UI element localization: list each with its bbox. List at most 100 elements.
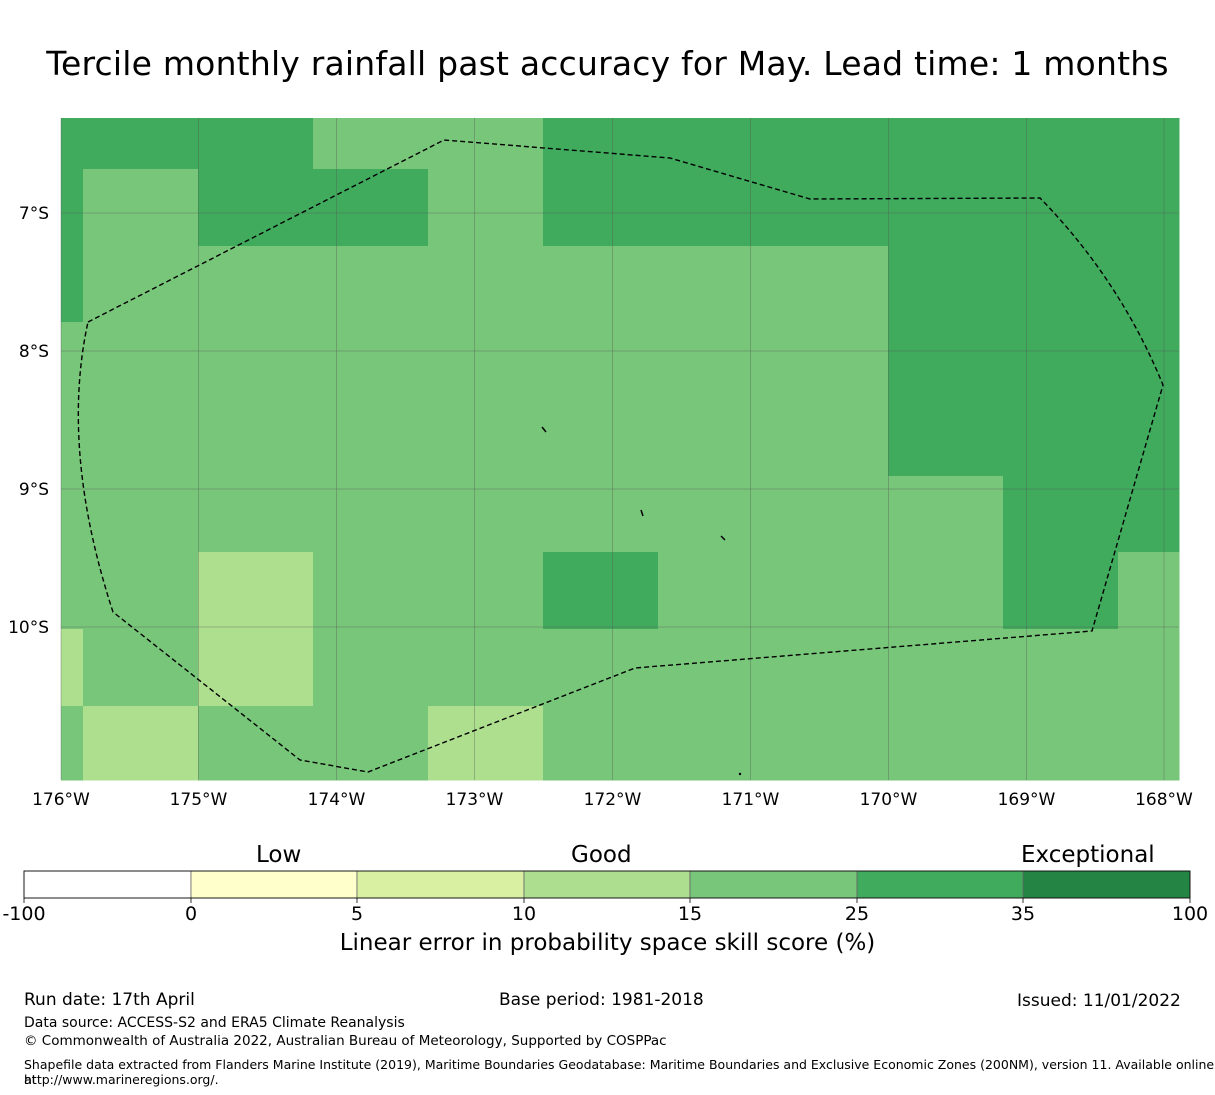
lat-tick-label: 9°S [19, 480, 49, 500]
run-date: Run date: 17th April [24, 990, 195, 1010]
graticule [60, 118, 1179, 780]
lat-tick-label: 10°S [8, 618, 49, 638]
skill-cell [198, 476, 314, 553]
skill-cell [1003, 706, 1119, 781]
skill-cell [1003, 629, 1119, 707]
skill-cells [61, 118, 1180, 781]
skill-cell [61, 322, 84, 400]
skill-cell [1003, 322, 1119, 400]
shapefile-credit-line2: http://www.marineregions.org/. [24, 1072, 219, 1087]
skill-cell [313, 399, 429, 477]
skill-cell [83, 118, 199, 170]
skill-cell [313, 246, 429, 323]
lon-tick-label: 176°W [32, 790, 90, 810]
lon-tick-label: 169°W [998, 790, 1056, 810]
skill-cell [1118, 552, 1180, 630]
skill-cell [773, 246, 889, 323]
skill-cell [428, 629, 544, 707]
shapefile-credit-line1: Shapefile data extracted from Flanders M… [24, 1057, 1215, 1087]
colorbar-swatch [190, 870, 358, 899]
skill-cell [83, 629, 199, 707]
skill-cell [658, 629, 774, 707]
skill-cell [83, 246, 199, 323]
skill-cell [428, 552, 544, 630]
colorbar-swatch [1022, 870, 1191, 899]
skill-cell [313, 322, 429, 400]
skill-cell [198, 246, 314, 323]
skill-cell [83, 476, 199, 553]
skill-map: 176°W 175°W 174°W 173°W 172°W 171°W 170°W 169°W… [8, 118, 1193, 810]
base-period: Base period: 1981-2018 [499, 990, 704, 1010]
issued-date: Issued: 11/01/2022 [1017, 991, 1181, 1011]
island [640, 509, 644, 517]
colorbar-tick-label: 0 [185, 903, 197, 925]
skill-cell [773, 399, 889, 477]
colorbar-swatch [356, 870, 525, 899]
skill-cell [1118, 322, 1180, 400]
skill-cell [1118, 118, 1180, 170]
skill-cell [83, 399, 199, 477]
skill-cell [198, 322, 314, 400]
skill-cell [198, 399, 314, 477]
skill-cell [543, 246, 659, 323]
skill-cell [888, 246, 1004, 323]
skill-cell [1118, 169, 1180, 247]
skill-cell [1118, 706, 1180, 781]
lat-tick-label: 8°S [19, 342, 49, 362]
latitude-labels: 7°S 8°S 9°S 10°S [8, 204, 49, 638]
skill-cell [888, 169, 1004, 247]
skill-cell [198, 169, 314, 247]
lon-tick-label: 168°W [1135, 790, 1193, 810]
longitude-labels: 176°W 175°W 174°W 173°W 172°W 171°W 170°W 169°W… [32, 790, 1193, 810]
skill-cell [428, 476, 544, 553]
skill-cell [1003, 552, 1119, 630]
skill-cell [61, 476, 84, 553]
island [541, 426, 547, 433]
skill-cell [428, 169, 544, 247]
skill-cell [198, 118, 314, 170]
skill-cell [313, 629, 429, 707]
skill-cell [888, 706, 1004, 781]
data-source: Data source: ACCESS-S2 and ERA5 Climate … [24, 1015, 405, 1031]
skill-cell [773, 118, 889, 170]
skill-cell [428, 706, 544, 781]
skill-cell [61, 118, 84, 170]
skill-cell [1003, 246, 1119, 323]
lon-tick-label: 175°W [170, 790, 228, 810]
skill-cell [83, 169, 199, 247]
skill-cell [61, 706, 84, 781]
colorbar-swatch [689, 870, 858, 899]
skill-cell [543, 169, 659, 247]
legend-good: Good [571, 842, 632, 868]
skill-cell [83, 552, 199, 630]
skill-cell [1003, 399, 1119, 477]
skill-cell [543, 476, 659, 553]
colorbar-tick-label: 25 [845, 903, 869, 925]
skill-cell [1118, 246, 1180, 323]
island [738, 772, 742, 776]
skill-cell [313, 476, 429, 553]
lon-tick-label: 174°W [308, 790, 366, 810]
skill-cell [313, 118, 429, 170]
skill-cell [83, 322, 199, 400]
colorbar-tick-label: 100 [1172, 903, 1208, 925]
colorbar-tick-label: 15 [678, 903, 702, 925]
lon-tick-label: 170°W [860, 790, 918, 810]
skill-cell [773, 476, 889, 553]
skill-cell [1003, 169, 1119, 247]
skill-cell [658, 246, 774, 323]
skill-cell [61, 629, 84, 707]
skill-cell [773, 322, 889, 400]
skill-cell [61, 552, 84, 630]
skill-cell [1003, 476, 1119, 553]
legend-low: Low [256, 842, 302, 868]
colorbar-swatch [523, 870, 691, 899]
skill-cell [61, 169, 84, 247]
skill-cell [428, 399, 544, 477]
colorbar-tick-label: 35 [1011, 903, 1035, 925]
skill-cell [61, 246, 84, 323]
skill-cell [198, 629, 314, 707]
skill-cell [1118, 629, 1180, 707]
copyright: © Commonwealth of Australia 2022, Austra… [24, 1033, 667, 1049]
skill-cell [1118, 399, 1180, 477]
